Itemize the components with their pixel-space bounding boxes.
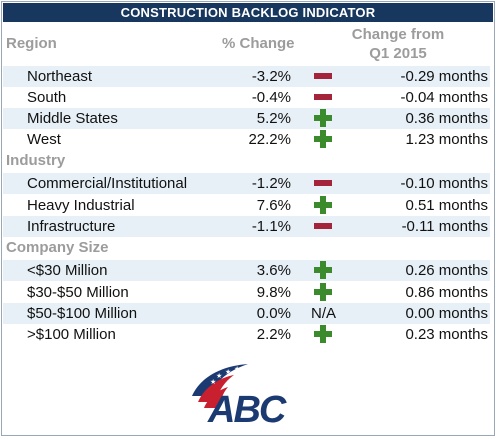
row-change-months: -0.10 months bbox=[400, 175, 488, 192]
plus-icon bbox=[311, 282, 335, 303]
table-row: <$30 Million 3.6% 0.26 months bbox=[3, 260, 490, 281]
table-row: Middle States 5.2% 0.36 months bbox=[3, 108, 490, 129]
row-pct-change: -1.1% bbox=[251, 218, 291, 235]
na-text: N/A bbox=[311, 305, 337, 322]
row-change-months: 0.36 months bbox=[405, 110, 488, 127]
row-pct-change: 3.6% bbox=[256, 262, 291, 279]
row-pct-change: 7.6% bbox=[256, 197, 291, 214]
row-label: Northeast bbox=[27, 68, 93, 85]
table-row: Infrastructure -1.1% -0.11 months bbox=[3, 216, 490, 237]
row-change-months: -0.29 months bbox=[400, 68, 488, 85]
minus-icon bbox=[311, 216, 335, 237]
section-industry: Industry bbox=[6, 152, 66, 169]
table-row: West 22.2% 1.23 months bbox=[3, 129, 490, 150]
plus-icon bbox=[311, 324, 335, 345]
row-change-months: 0.23 months bbox=[405, 326, 488, 343]
table-row: Commercial/Institutional -1.2% -0.10 mon… bbox=[3, 173, 490, 194]
svg-text:★: ★ bbox=[210, 378, 216, 386]
row-change-months: -0.11 months bbox=[401, 218, 488, 235]
na-indicator: N/A bbox=[311, 303, 336, 324]
row-label: Infrastructure bbox=[27, 218, 116, 235]
row-pct-change: -1.2% bbox=[251, 175, 291, 192]
flag-swoosh-icon: ★ ★ ★ ★ bbox=[192, 364, 248, 408]
row-change-months: 0.00 months bbox=[405, 305, 488, 322]
table-row: Heavy Industrial 7.6% 0.51 months bbox=[3, 195, 490, 216]
row-change-months: 0.51 months bbox=[405, 197, 488, 214]
svg-text:★: ★ bbox=[216, 372, 222, 380]
row-change-months: 0.86 months bbox=[405, 284, 488, 301]
row-change-months: 0.26 months bbox=[405, 262, 488, 279]
plus-icon bbox=[311, 129, 335, 150]
header-change-line2: Q1 2015 bbox=[369, 45, 427, 62]
minus-icon bbox=[311, 66, 335, 87]
table-row: $30-$50 Million 9.8% 0.86 months bbox=[3, 282, 490, 303]
plus-icon bbox=[311, 108, 335, 129]
header-region: Region bbox=[6, 35, 57, 52]
row-label: Commercial/Institutional bbox=[27, 175, 188, 192]
row-pct-change: 2.2% bbox=[256, 326, 291, 343]
table-row: Northeast -3.2% -0.29 months bbox=[3, 66, 490, 87]
logo-text: ABC bbox=[207, 389, 287, 426]
plus-icon bbox=[311, 260, 335, 281]
table-row: $50-$100 Million 0.0% N/A 0.00 months bbox=[3, 303, 490, 324]
header-change-line1: Change from bbox=[351, 26, 445, 43]
plus-icon bbox=[311, 195, 335, 216]
table-row: >$100 Million 2.2% 0.23 months bbox=[3, 324, 490, 345]
table-title: CONSTRUCTION BACKLOG INDICATOR bbox=[3, 3, 493, 22]
row-label: Heavy Industrial bbox=[27, 197, 135, 214]
minus-icon bbox=[311, 87, 335, 108]
row-pct-change: -0.4% bbox=[251, 89, 291, 106]
row-label: >$100 Million bbox=[27, 326, 116, 343]
row-label: Middle States bbox=[27, 110, 118, 127]
row-label: $50-$100 Million bbox=[27, 305, 138, 322]
table-row: South -0.4% -0.04 months bbox=[3, 87, 490, 108]
svg-text:★: ★ bbox=[234, 365, 240, 373]
row-change-months: -0.04 months bbox=[400, 89, 488, 106]
section-company-size: Company Size bbox=[6, 239, 109, 256]
row-change-months: 1.23 months bbox=[405, 131, 488, 148]
row-pct-change: -3.2% bbox=[251, 68, 291, 85]
abc-logo: ★ ★ ★ ★ ABC bbox=[192, 364, 289, 426]
row-pct-change: 5.2% bbox=[256, 110, 291, 127]
row-pct-change: 0.0% bbox=[256, 305, 291, 322]
row-label: West bbox=[27, 131, 61, 148]
row-pct-change: 22.2% bbox=[248, 131, 291, 148]
header-pct-change: % Change bbox=[222, 35, 295, 52]
row-label: South bbox=[27, 89, 67, 106]
row-label: $30-$50 Million bbox=[27, 284, 129, 301]
minus-icon bbox=[311, 173, 335, 194]
row-label: <$30 Million bbox=[27, 262, 108, 279]
header-change-from: Change from Q1 2015 bbox=[340, 25, 456, 63]
row-pct-change: 9.8% bbox=[256, 284, 291, 301]
svg-text:★: ★ bbox=[225, 368, 231, 376]
